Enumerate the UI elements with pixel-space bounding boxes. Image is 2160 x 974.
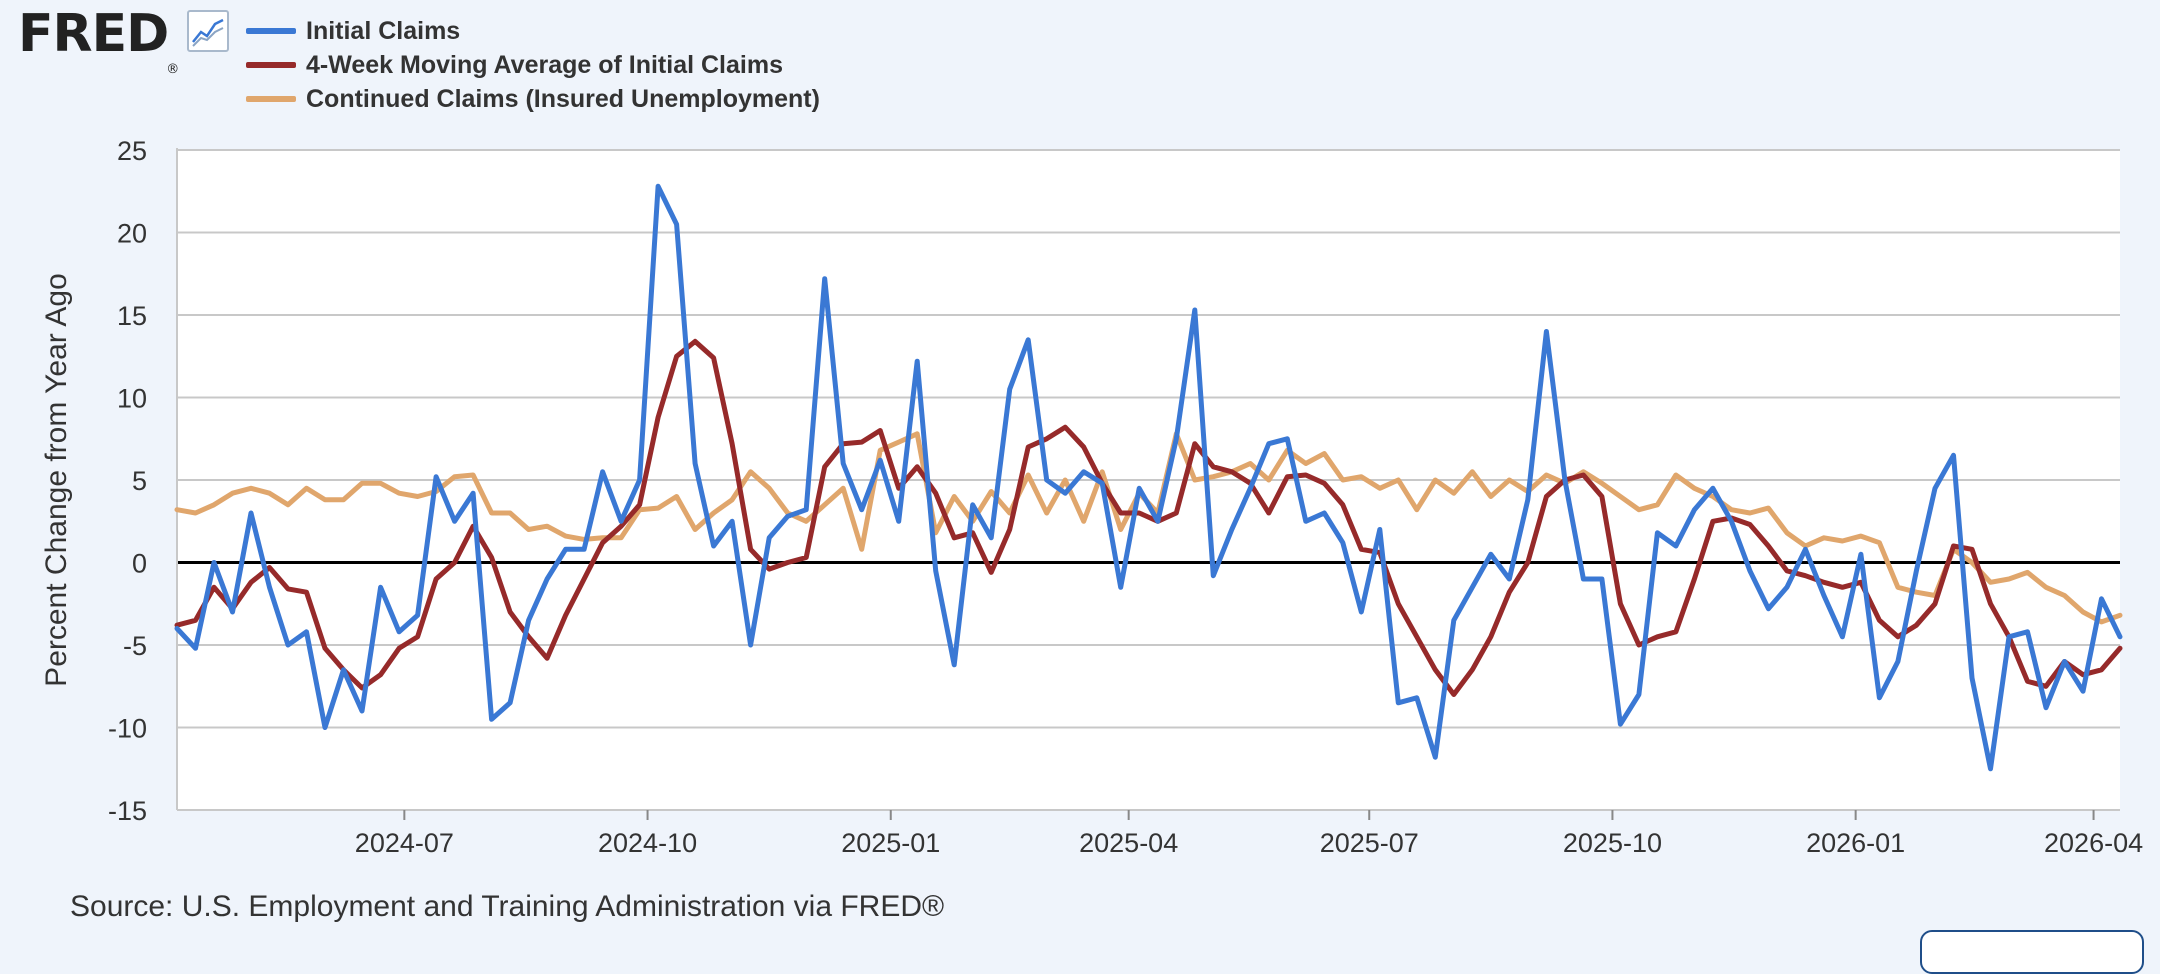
source-note: Source: U.S. Employment and Training Adm… [70,890,945,923]
legend-swatch-continued-claims [246,96,296,102]
x-tick-label: 2024-07 [355,828,454,858]
y-tick-label: -10 [108,714,147,744]
y-tick-label: 25 [117,136,147,166]
y-tick-label: 15 [117,301,147,331]
fred-logo[interactable]: FRED® [18,4,179,77]
y-tick-label: -5 [123,631,147,661]
x-tick-label: 2025-07 [1320,828,1419,858]
legend-item-initial-claims[interactable]: Initial Claims [246,14,820,48]
x-tick-label: 2024-10 [598,828,697,858]
legend-label: 4-Week Moving Average of Initial Claims [306,50,783,79]
legend-label: Continued Claims (Insured Unemployment) [306,84,820,113]
y-tick-label: 10 [117,384,147,414]
initial-claims-line [174,183,2123,772]
x-tick-label: 2025-01 [841,828,940,858]
legend-swatch-initial-claims [246,28,296,34]
x-tick-label: 2025-04 [1079,828,1178,858]
x-tick-label: 2026-04 [2044,828,2143,858]
y-tick-label: 5 [132,466,147,496]
y-tick-label: 20 [117,219,147,249]
line-chart: 25 20 15 10 5 0 -5 -10 -15 2024-07 2024-10 2025-01 2… [40,136,2143,858]
legend-item-continued-claims[interactable]: Continued Claims (Insured Unemployment) [246,82,820,116]
y-tick-label: -15 [108,796,147,826]
edit-graph-button[interactable] [1920,930,2144,974]
legend-item-moving-average[interactable]: 4-Week Moving Average of Initial Claims [246,48,820,82]
x-tick-label: 2026-01 [1806,828,1905,858]
line-graph-icon [187,10,229,52]
y-axis-title: Percent Change from Year Ago [40,273,73,687]
y-tick-label: 0 [132,549,147,579]
legend-label: Initial Claims [306,16,461,45]
x-tick-label: 2025-10 [1563,828,1662,858]
legend-swatch-moving-average [246,62,296,68]
chart-legend: Initial Claims 4-Week Moving Average of … [246,14,820,116]
